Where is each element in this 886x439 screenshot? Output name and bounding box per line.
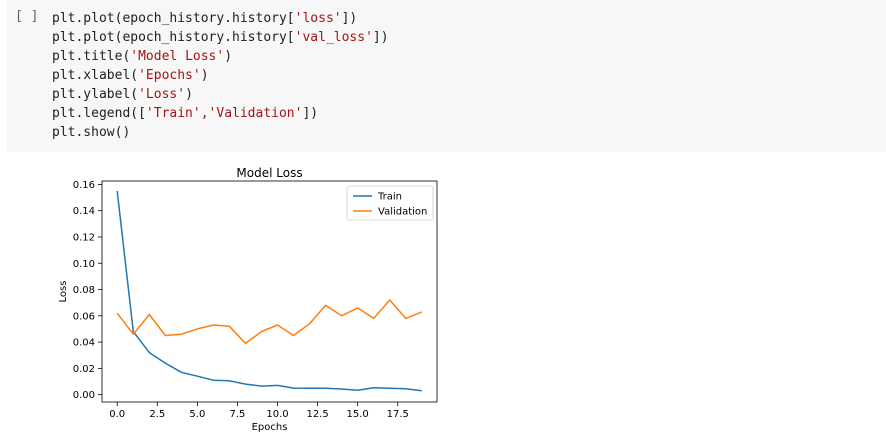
code-string: 'Loss': [138, 87, 186, 102]
code-text: plt.plot(epoch_history.history[: [52, 11, 295, 26]
y-tick-label: 0.08: [73, 285, 95, 296]
code-text: ]): [302, 106, 319, 121]
cell-output: Model Loss 0.0 2.5 5.0 7.5 10.0 12.5 15.0 17.5 0.…: [50, 160, 450, 435]
code-string: 'loss': [294, 11, 342, 26]
x-tick-label: 2.5: [149, 409, 165, 420]
x-tick-label: 0.0: [109, 409, 125, 420]
y-tick-label: 0.14: [73, 206, 95, 217]
code-line: plt.title('Model Loss'): [52, 47, 389, 66]
code-line: plt.plot(epoch_history.history['loss']): [52, 9, 389, 28]
x-axis-label: Epochs: [252, 422, 288, 433]
y-tick-label: 0.16: [73, 180, 95, 191]
x-tick-label: 12.5: [306, 409, 328, 420]
code-editor[interactable]: plt.plot(epoch_history.history['loss']) p…: [52, 9, 389, 142]
code-line: plt.plot(epoch_history.history['val_loss…: [52, 28, 389, 47]
x-tick-label: 5.0: [189, 409, 205, 420]
x-tick-label: 15.0: [347, 409, 369, 420]
code-text: plt.ylabel(: [52, 87, 139, 102]
run-cell-button[interactable]: [ ]: [15, 9, 39, 24]
x-tick-label: 17.5: [387, 409, 409, 420]
code-text: plt.xlabel(: [52, 68, 139, 83]
code-text: ): [185, 87, 193, 102]
code-text: ): [224, 49, 233, 64]
legend-label-train: Train: [377, 192, 402, 203]
x-tick-label: 10.0: [266, 409, 288, 420]
y-tick-label: 0.10: [73, 259, 95, 270]
chart-title: Model Loss: [236, 166, 302, 180]
series-line-train: [116, 190, 422, 392]
code-text: ]): [341, 11, 358, 26]
code-text: plt.legend([: [52, 106, 146, 121]
series-line-validation: [116, 299, 423, 345]
loss-chart: Model Loss 0.0 2.5 5.0 7.5 10.0 12.5 15.0 17.5 0.…: [58, 166, 438, 433]
code-text: plt.show(): [52, 125, 131, 140]
code-line: plt.ylabel('Loss'): [52, 85, 389, 104]
code-string: 'Epochs': [138, 68, 201, 83]
code-line: plt.legend(['Train','Validation']): [52, 104, 389, 123]
y-tick-label: 0.02: [73, 364, 95, 375]
code-text: ): [200, 68, 209, 83]
y-axis-label: Loss: [58, 281, 69, 303]
y-tick-label: 0.06: [73, 311, 95, 322]
code-text: plt.plot(epoch_history.history[: [52, 30, 295, 45]
legend-label-validation: Validation: [378, 207, 427, 218]
y-tick-label: 0.04: [73, 338, 95, 349]
y-tick-label: 0.12: [73, 232, 95, 243]
code-string: 'val_loss': [294, 30, 373, 45]
y-tick-label: 0.00: [73, 390, 95, 401]
code-string: 'Train','Validation': [145, 106, 303, 121]
code-cell[interactable]: [7, 0, 886, 152]
code-line: plt.show(): [52, 123, 389, 142]
x-tick-label: 7.5: [229, 409, 245, 420]
code-text: ]): [372, 30, 389, 45]
code-string: 'Model Loss': [130, 49, 225, 64]
code-text: plt.title(: [52, 49, 131, 64]
plot-frame: [101, 180, 438, 403]
code-line: plt.xlabel('Epochs'): [52, 66, 389, 85]
